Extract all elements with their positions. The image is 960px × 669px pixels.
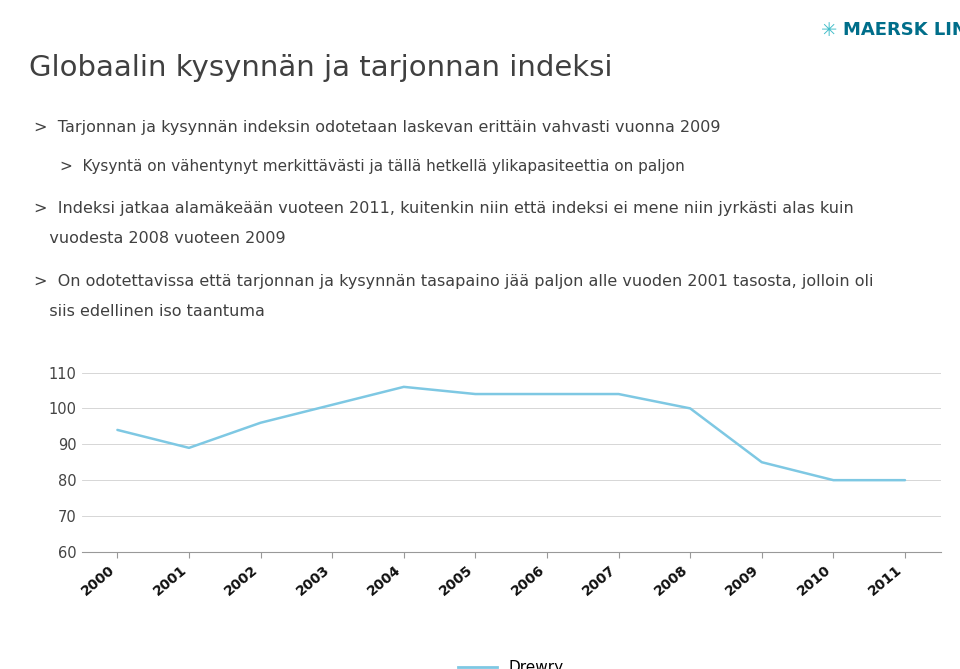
Text: Globaalin kysynnän ja tarjonnan indeksi: Globaalin kysynnän ja tarjonnan indeksi (29, 54, 612, 82)
Legend: Drewry: Drewry (452, 654, 570, 669)
Text: 10: 10 (917, 644, 938, 659)
Text: MAERSK LINE: MAERSK LINE (843, 21, 960, 39)
Text: >  Indeksi jatkaa alamäkeään vuoteen 2011, kuitenkin niin että indeksi ei mene n: > Indeksi jatkaa alamäkeään vuoteen 2011… (34, 201, 853, 215)
Text: >  Kysyntä on vähentynyt merkittävästi ja tällä hetkellä ylikapasiteettia on pal: > Kysyntä on vähentynyt merkittävästi ja… (60, 159, 684, 174)
Text: siis edellinen iso taantuma: siis edellinen iso taantuma (34, 304, 264, 319)
Text: >  On odotettavissa että tarjonnan ja kysynnän tasapaino jää paljon alle vuoden : > On odotettavissa että tarjonnan ja kys… (34, 274, 873, 289)
Text: ✳: ✳ (821, 21, 837, 40)
Text: >  Tarjonnan ja kysynnän indeksin odotetaan laskevan erittäin vahvasti vuonna 20: > Tarjonnan ja kysynnän indeksin odoteta… (34, 120, 720, 135)
Text: vuodesta 2008 vuoteen 2009: vuodesta 2008 vuoteen 2009 (34, 231, 285, 246)
